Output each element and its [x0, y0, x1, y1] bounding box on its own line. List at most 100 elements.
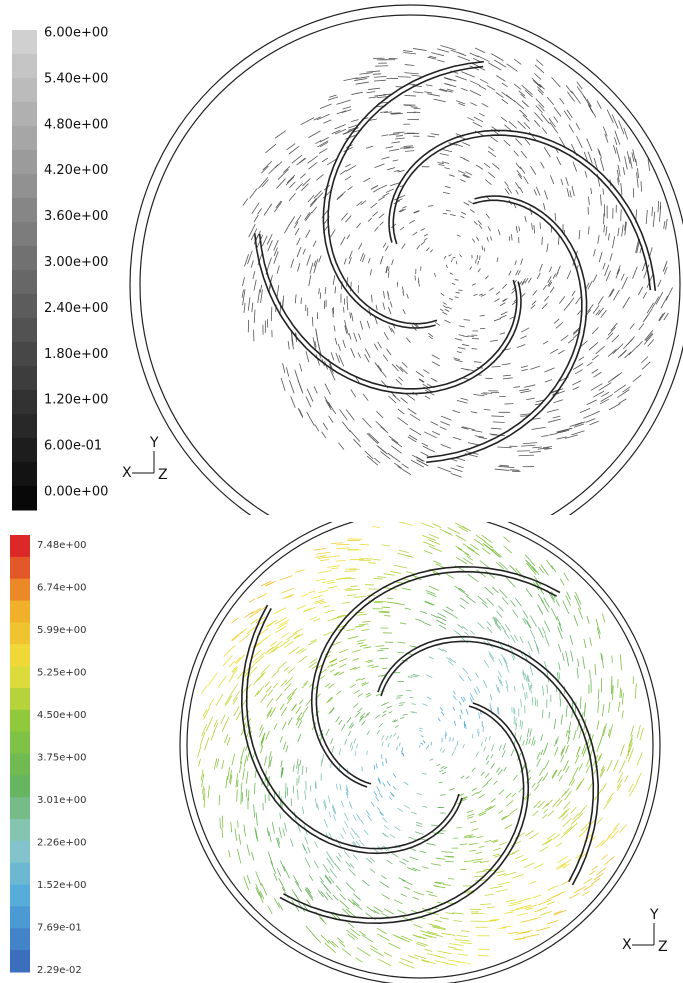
velocity-vector [268, 852, 273, 865]
velocity-vector [290, 216, 295, 224]
velocity-vector [226, 776, 228, 788]
velocity-vector [272, 822, 274, 833]
velocity-vector [576, 123, 580, 130]
velocity-vector [440, 529, 451, 534]
velocity-vector [658, 280, 661, 287]
velocity-vector [620, 654, 621, 670]
velocity-vector [258, 893, 263, 903]
colorbar-label: 5.40e+00 [44, 71, 108, 86]
velocity-vector [450, 944, 463, 946]
colorbar-label: 2.40e+00 [44, 301, 108, 316]
velocity-vector [384, 574, 395, 576]
velocity-vector [595, 664, 596, 675]
velocity-vector [246, 771, 248, 784]
velocity-vector [637, 168, 638, 178]
velocity-vector [431, 53, 444, 56]
velocity-vector [613, 686, 614, 700]
velocity-vector [482, 921, 496, 922]
velocity-vector [331, 568, 338, 569]
velocity-vector [604, 856, 614, 865]
velocity-vector [470, 53, 479, 57]
velocity-vector [458, 548, 469, 555]
velocity-vector [284, 224, 289, 233]
velocity-vector [411, 75, 421, 76]
velocity-vector [440, 918, 449, 920]
velocity-vector [217, 759, 219, 768]
velocity-vector [303, 607, 315, 612]
velocity-vector [344, 589, 351, 590]
velocity-vector [584, 885, 594, 891]
velocity-vector [244, 755, 247, 767]
colorbar-swatch [12, 486, 37, 511]
velocity-vector [508, 932, 520, 934]
velocity-vector [317, 193, 323, 199]
velocity-vector [283, 363, 285, 373]
velocity-vector [232, 635, 238, 640]
velocity-vector [359, 544, 369, 545]
colorbar-label: 6.00e+00 [44, 26, 108, 41]
velocity-vector [493, 549, 503, 557]
velocity-vector [589, 342, 598, 350]
velocity-vector [599, 753, 602, 760]
velocity-vector [331, 543, 344, 544]
velocity-vector [538, 900, 552, 905]
velocity-vector [615, 131, 620, 145]
velocity-vector [596, 867, 606, 874]
velocity-vector [577, 136, 583, 148]
velocity-vector [244, 877, 249, 890]
velocity-vector [624, 775, 628, 782]
colorbar-swatch [10, 601, 30, 623]
velocity-vector [485, 894, 494, 895]
velocity-vector [299, 409, 302, 416]
velocity-vector [227, 737, 230, 745]
velocity-vector [569, 893, 579, 898]
velocity-vector [394, 463, 401, 468]
velocity-vector [401, 936, 412, 941]
velocity-vector [222, 828, 223, 838]
velocity-vector [499, 465, 509, 466]
velocity-vector [451, 259, 452, 262]
velocity-vector [408, 408, 417, 414]
velocity-vector [421, 452, 429, 456]
velocity-vector [214, 758, 217, 769]
axis-label: X [622, 937, 632, 953]
axis-label: Z [658, 939, 668, 955]
velocity-vector [543, 628, 546, 635]
velocity-vector [267, 827, 269, 836]
velocity-vector [279, 878, 286, 891]
velocity-vector [348, 934, 355, 940]
velocity-vector [298, 408, 303, 418]
velocity-vector [648, 339, 654, 346]
velocity-vector [456, 535, 466, 541]
velocity-vector [313, 619, 320, 622]
velocity-vector [480, 904, 491, 905]
velocity-vector [562, 653, 564, 661]
velocity-vector [458, 56, 470, 61]
velocity-vector [318, 591, 328, 593]
velocity-vector [203, 788, 204, 800]
velocity-vector [541, 435, 548, 436]
velocity-vector [580, 697, 581, 709]
velocity-vector [424, 949, 432, 951]
colorbar-swatch [12, 462, 37, 487]
velocity-vector [441, 45, 456, 49]
velocity-vector [583, 656, 585, 668]
velocity-vector [239, 634, 249, 643]
velocity-vector [319, 148, 327, 153]
velocity-vector [410, 428, 422, 435]
velocity-vector [614, 137, 616, 144]
velocity-vector [533, 566, 539, 574]
velocity-vector [242, 290, 244, 298]
velocity-vector [587, 362, 593, 366]
velocity-vector [325, 610, 335, 613]
velocity-vector [250, 188, 258, 198]
velocity-vector [607, 760, 612, 771]
colorbar-swatch [10, 557, 30, 579]
velocity-vector [235, 829, 237, 841]
velocity-vector [601, 854, 607, 859]
velocity-vector [495, 469, 510, 470]
axis-label: Z [158, 467, 168, 483]
velocity-vector [582, 891, 589, 895]
velocity-vector [494, 60, 506, 67]
velocity-vector [382, 545, 391, 546]
